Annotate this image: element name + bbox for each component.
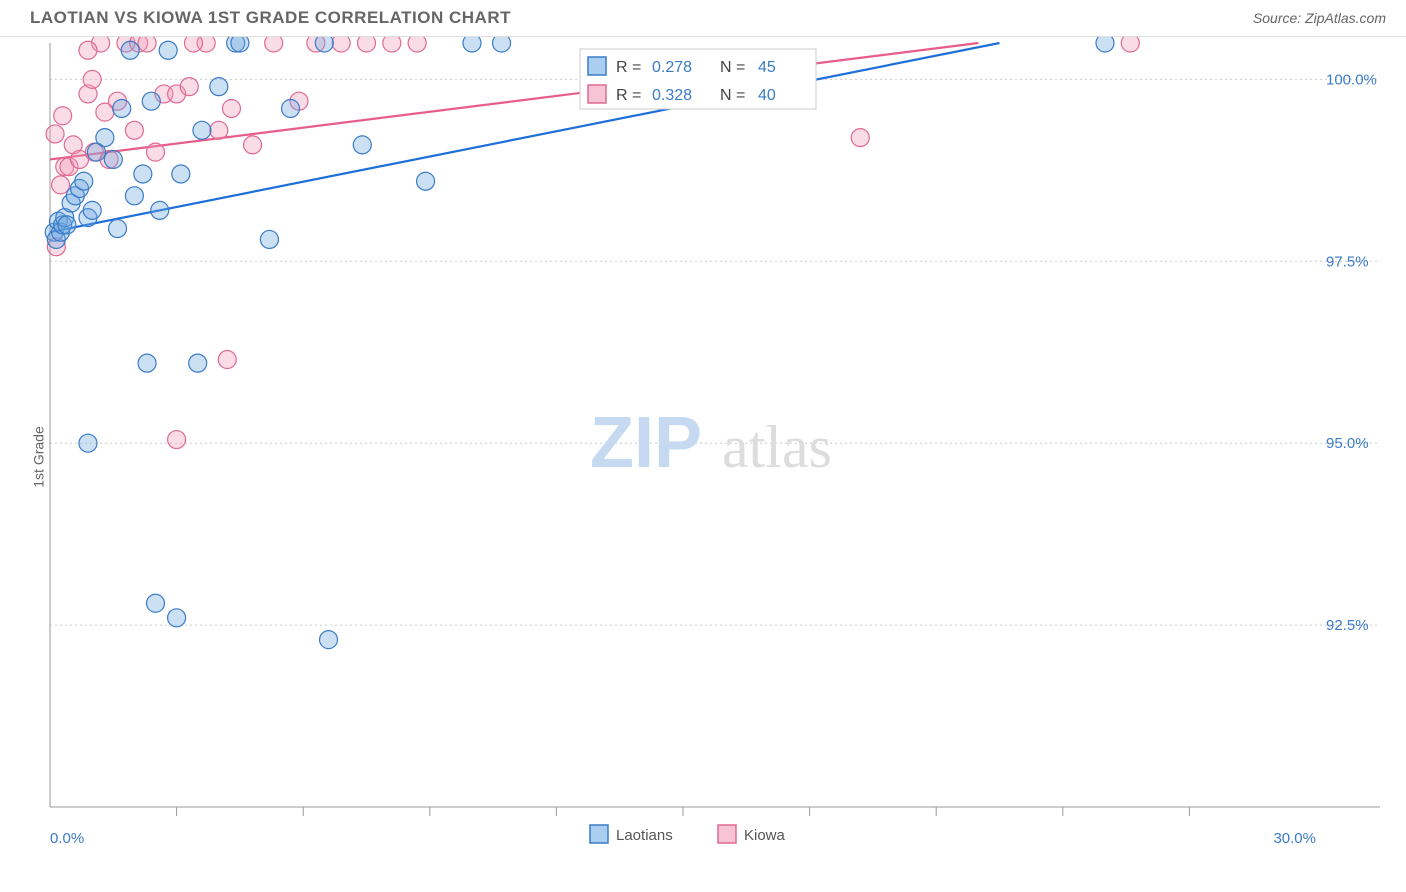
correlation-chart: 92.5% 95.0% 97.5% 100.0% 0.0% 30.0% ZIP atlas R … (0, 37, 1406, 877)
source-attribution: Source: ZipAtlas.com (1253, 10, 1386, 26)
data-point (231, 37, 249, 52)
data-point (138, 37, 156, 52)
n-value: 45 (758, 59, 776, 76)
data-point (222, 99, 240, 117)
x-tick-label: 30.0% (1273, 830, 1316, 847)
r-label: R = (616, 59, 641, 76)
data-point (147, 594, 165, 612)
r-label: R = (616, 87, 641, 104)
data-point (260, 230, 278, 248)
r-value: 0.328 (652, 87, 692, 104)
data-point (210, 121, 228, 139)
data-point (320, 631, 338, 649)
r-value: 0.278 (652, 59, 692, 76)
n-label: N = (720, 59, 745, 76)
data-point (417, 172, 435, 190)
data-point (125, 121, 143, 139)
data-point (54, 107, 72, 125)
data-point (168, 609, 186, 627)
data-point (83, 201, 101, 219)
data-point (121, 41, 139, 59)
legend-label: Laotians (616, 827, 673, 844)
n-label: N = (720, 87, 745, 104)
data-point (851, 129, 869, 147)
data-point (134, 165, 152, 183)
data-point (96, 103, 114, 121)
data-point (79, 434, 97, 452)
data-point (109, 220, 127, 238)
data-point (180, 78, 198, 96)
data-point (142, 92, 160, 110)
y-tick-label: 100.0% (1326, 71, 1377, 88)
data-point (358, 37, 376, 52)
data-point (193, 121, 211, 139)
data-point (244, 136, 262, 154)
legend-swatch (590, 825, 608, 843)
data-point (463, 37, 481, 52)
data-point (125, 187, 143, 205)
data-point (210, 78, 228, 96)
data-point (1121, 37, 1139, 52)
data-point (172, 165, 190, 183)
data-point (159, 41, 177, 59)
n-value: 40 (758, 87, 776, 104)
data-point (96, 129, 114, 147)
data-point (138, 354, 156, 372)
data-point (168, 431, 186, 449)
data-point (151, 201, 169, 219)
data-point (282, 99, 300, 117)
data-point (46, 125, 64, 143)
y-tick-label: 95.0% (1326, 435, 1369, 452)
data-point (332, 37, 350, 52)
data-point (52, 176, 70, 194)
data-point (83, 70, 101, 88)
trend-line-kiowa (50, 43, 978, 159)
chart-title: LAOTIAN VS KIOWA 1ST GRADE CORRELATION C… (30, 8, 511, 28)
data-point (493, 37, 511, 52)
legend-label: Kiowa (744, 827, 786, 844)
data-point (218, 351, 236, 369)
y-tick-label: 92.5% (1326, 617, 1369, 634)
data-point (58, 216, 76, 234)
data-point (104, 150, 122, 168)
data-point (79, 41, 97, 59)
watermark-zip: ZIP (590, 403, 702, 483)
legend-swatch (588, 57, 606, 75)
data-point (113, 99, 131, 117)
data-point (189, 354, 207, 372)
data-point (184, 37, 202, 52)
data-point (1096, 37, 1114, 52)
data-point (75, 172, 93, 190)
legend-swatch (718, 825, 736, 843)
y-tick-label: 97.5% (1326, 253, 1369, 270)
data-point (353, 136, 371, 154)
data-point (265, 37, 283, 52)
watermark-atlas: atlas (722, 414, 832, 480)
data-point (383, 37, 401, 52)
legend-swatch (588, 85, 606, 103)
y-axis-label: 1st Grade (31, 426, 47, 487)
data-point (315, 37, 333, 52)
data-point (408, 37, 426, 52)
data-point (147, 143, 165, 161)
x-tick-label: 0.0% (50, 830, 84, 847)
